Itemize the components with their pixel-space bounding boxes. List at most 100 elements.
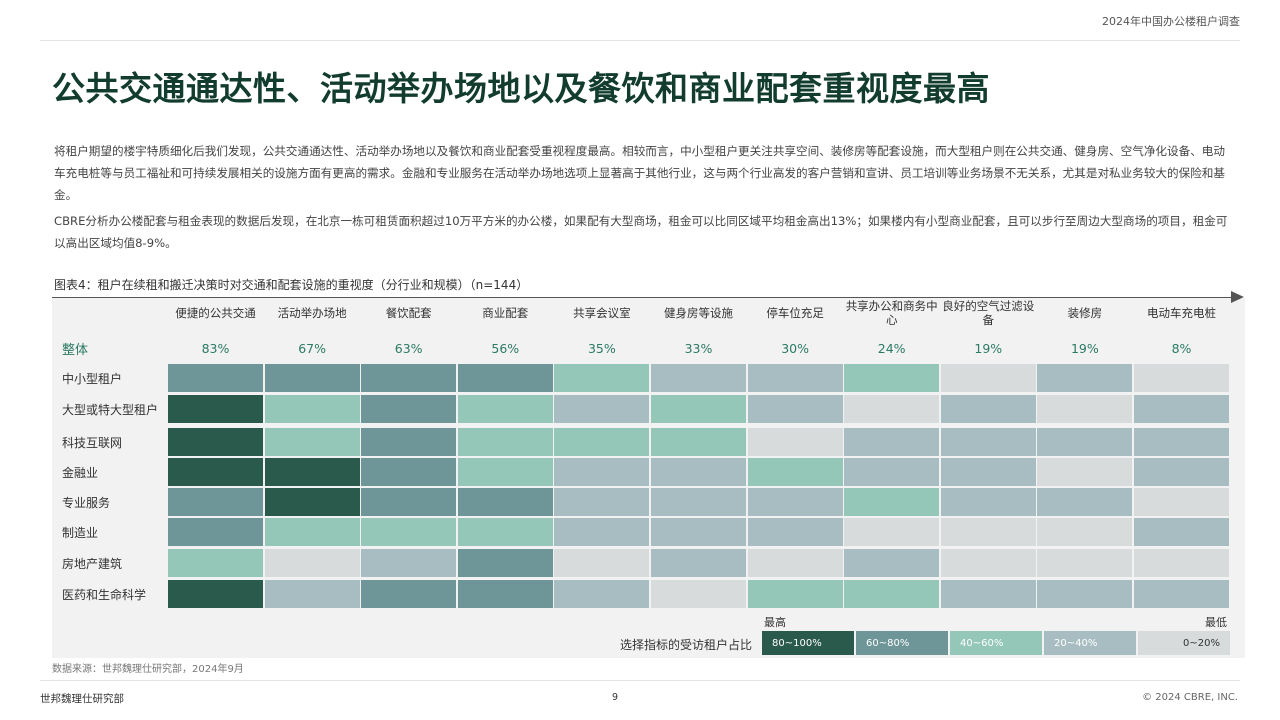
heatmap-cell (554, 395, 650, 423)
heatmap-cell (844, 488, 940, 516)
row-label: 金融业 (62, 466, 99, 480)
heatmap-cell (168, 518, 263, 546)
heatmap-cell (844, 395, 940, 423)
row-label: 医药和生命科学 (62, 588, 147, 602)
column-header: 停车位充足 (766, 306, 824, 320)
heatmap-cell (940, 458, 1036, 486)
heatmap-cell (747, 580, 843, 608)
overall-percentage: 67% (298, 341, 326, 356)
heatmap-cell (651, 364, 746, 392)
legend-title: 选择指标的受访租户占比 (620, 638, 753, 652)
row-label: 大型或特大型租户 (62, 403, 159, 417)
page-number: 9 (612, 692, 619, 703)
heatmap-cell (651, 395, 746, 423)
data-source: 数据来源：世邦魏理仕研究部，2024年9月 (52, 664, 244, 675)
heatmap-cell (1134, 549, 1229, 577)
column-header: 共享会议室 (573, 306, 631, 320)
overall-percentage: 56% (491, 341, 520, 356)
heatmap-cell (940, 518, 1036, 546)
column-header: 共享办公和商务中心 (845, 299, 938, 327)
heatmap-cell (1134, 428, 1229, 456)
heatmap-cell (747, 488, 843, 516)
heatmap-cell (940, 428, 1036, 456)
heatmap-cell (940, 580, 1036, 608)
heatmap-cell (264, 518, 360, 546)
legend-low-label: 最低 (1205, 616, 1227, 629)
heatmap-cell (651, 428, 746, 456)
heatmap-cell (747, 395, 843, 423)
heatmap-cell (747, 428, 843, 456)
heatmap-cell (1134, 488, 1229, 516)
heatmap-cell (1134, 364, 1229, 392)
heatmap-cell (264, 580, 360, 608)
row-label: 房地产建筑 (62, 557, 123, 571)
heatmap-cell (1134, 518, 1229, 546)
legend-bin: 80~100% (762, 631, 854, 655)
column-header: 电动车充电桩 (1147, 306, 1216, 320)
row-label: 制造业 (62, 526, 99, 540)
heatmap-cell (1037, 458, 1133, 486)
header-divider (40, 40, 1240, 41)
overall-percentage: 8% (1171, 341, 1192, 356)
heatmap-cell (264, 395, 360, 423)
arrow-right-icon (1231, 291, 1244, 303)
heatmap-cell (651, 518, 746, 546)
heatmap-cell (651, 580, 746, 608)
legend-bin: 60~80% (856, 631, 948, 655)
heatmap-cell (1037, 549, 1133, 577)
row-label: 专业服务 (62, 496, 111, 510)
heatmap-cell (844, 428, 940, 456)
heatmap-cell (1037, 428, 1133, 456)
heatmap-cell (1037, 488, 1133, 516)
heatmap-cell (1134, 458, 1229, 486)
overall-percentage: 83% (201, 341, 230, 356)
column-header: 便捷的公共交通 (175, 306, 256, 320)
column-header: 良好的空气过滤设备 (942, 299, 1035, 327)
heatmap-cell (361, 395, 457, 423)
heatmap-cell (457, 549, 553, 577)
row-label: 科技互联网 (62, 436, 123, 450)
heatmap-cell (554, 364, 650, 392)
overall-percentage: 63% (394, 341, 423, 356)
overall-percentage: 24% (877, 341, 906, 356)
column-header: 餐饮配套 (385, 306, 432, 320)
heatmap-cell (457, 364, 553, 392)
heatmap-cell (457, 488, 553, 516)
heatmap-cell (844, 580, 940, 608)
legend-bin: 40~60% (950, 631, 1042, 655)
heatmap-cell (168, 364, 263, 392)
heatmap-cell (844, 518, 940, 546)
heatmap-cell (554, 488, 650, 516)
legend-bin: 0~20% (1138, 631, 1230, 655)
heatmap-cell (1037, 518, 1133, 546)
heatmap-cell (168, 580, 263, 608)
overall-percentage: 30% (781, 341, 809, 356)
column-header: 健身房等设施 (664, 306, 733, 320)
heatmap-cell (168, 395, 263, 423)
figure-caption: 图表4：租户在续租和搬迁决策时对交通和配套设施的重视度（分行业和规模）（n=14… (54, 278, 529, 292)
report-header-title: 2024年中国办公楼租户调查 (1102, 15, 1240, 28)
heatmap-cell (1134, 395, 1229, 423)
heatmap-cell (651, 488, 746, 516)
heatmap-cell (264, 488, 360, 516)
row-label: 中小型租户 (62, 372, 123, 386)
heatmap-cell (747, 458, 843, 486)
heatmap-cell (554, 518, 650, 546)
overall-percentage: 19% (974, 341, 1003, 356)
heatmap-cell (361, 458, 457, 486)
heatmap-cell (361, 580, 457, 608)
heatmap-cell (940, 395, 1036, 423)
heatmap-cell (747, 549, 843, 577)
column-header: 商业配套 (482, 306, 529, 320)
overall-percentage: 35% (587, 341, 616, 356)
heatmap-cell (940, 488, 1036, 516)
overall-percentage: 33% (684, 341, 713, 356)
heatmap-cell (747, 364, 843, 392)
legend-bin: 20~40% (1044, 631, 1136, 655)
legend-high-label: 最高 (764, 616, 786, 629)
heatmap-cell (361, 518, 457, 546)
heatmap-cell (361, 488, 457, 516)
column-header: 活动举办场地 (277, 306, 347, 320)
heatmap-cell (1037, 395, 1133, 423)
heatmap-cell (940, 549, 1036, 577)
